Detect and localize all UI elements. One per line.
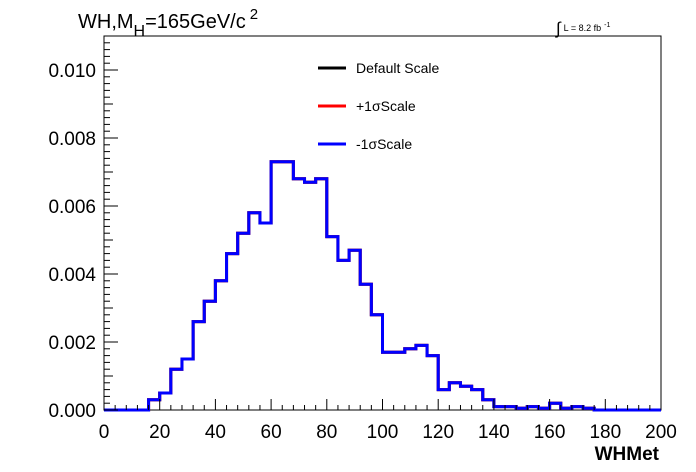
title-part-b: =165GeV/c <box>145 11 246 33</box>
legend: Default Scale +1σScale -1σScale <box>318 60 439 152</box>
y-axis: 0.000 0.002 0.004 0.006 0.008 0.010 <box>48 35 118 422</box>
y-tick-label: 0.008 <box>48 129 96 150</box>
x-axis: 0 20 40 60 80 100 120 140 160 180 200 <box>99 399 677 443</box>
plot-frame <box>103 35 662 411</box>
legend-label: Default Scale <box>356 60 439 76</box>
x-tick-label: 140 <box>478 422 510 443</box>
x-tick-label: 180 <box>589 422 621 443</box>
y-tick-label: 0.004 <box>48 265 96 286</box>
x-tick-label: 200 <box>645 422 677 443</box>
histogram-series-2 <box>104 160 661 412</box>
legend-label: +1σScale <box>356 98 416 114</box>
x-tick-label: 100 <box>367 422 399 443</box>
series-layer <box>104 160 661 412</box>
x-tick-label: 40 <box>205 422 226 443</box>
lumi-integral: ∫ <box>555 19 562 38</box>
histogram-series-3 <box>104 160 661 412</box>
x-tick-label: 60 <box>261 422 282 443</box>
title-superscript: 2 <box>250 6 258 23</box>
histogram-series-1 <box>104 160 661 412</box>
chart-title: WH,MH=165GeV/c 2 <box>78 6 258 40</box>
legend-label: -1σScale <box>356 136 412 152</box>
lumi-text: L = 8.2 fb <box>564 23 601 33</box>
title-part-a: WH,M <box>78 11 134 33</box>
lumi-label: ∫ L = 8.2 fb -1 <box>555 19 610 38</box>
y-tick-label: 0.002 <box>48 333 96 354</box>
y-tick-label: 0.010 <box>48 61 96 82</box>
y-tick-label: 0.000 <box>48 401 96 422</box>
x-tick-label: 120 <box>422 422 454 443</box>
x-tick-label: 0 <box>99 422 110 443</box>
lumi-superscript: -1 <box>604 22 610 29</box>
x-axis-label: WHMet <box>595 444 660 465</box>
y-tick-label: 0.006 <box>48 197 96 218</box>
x-tick-label: 20 <box>149 422 170 443</box>
title-subscript: H <box>134 23 146 40</box>
x-tick-label: 80 <box>316 422 337 443</box>
x-tick-label: 160 <box>534 422 566 443</box>
